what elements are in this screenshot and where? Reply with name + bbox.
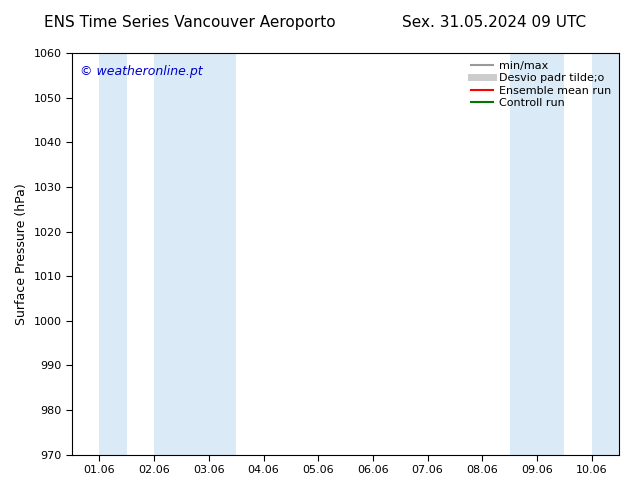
Bar: [592, 53, 619, 455]
Bar: [100, 53, 127, 455]
Bar: [154, 53, 236, 455]
Text: ENS Time Series Vancouver Aeroporto: ENS Time Series Vancouver Aeroporto: [44, 15, 336, 30]
Text: © weatheronline.pt: © weatheronline.pt: [81, 65, 203, 78]
Bar: [510, 53, 564, 455]
Legend: min/max, Desvio padr tilde;o, Ensemble mean run, Controll run: min/max, Desvio padr tilde;o, Ensemble m…: [467, 57, 616, 112]
Y-axis label: Surface Pressure (hPa): Surface Pressure (hPa): [15, 183, 28, 325]
Text: Sex. 31.05.2024 09 UTC: Sex. 31.05.2024 09 UTC: [403, 15, 586, 30]
